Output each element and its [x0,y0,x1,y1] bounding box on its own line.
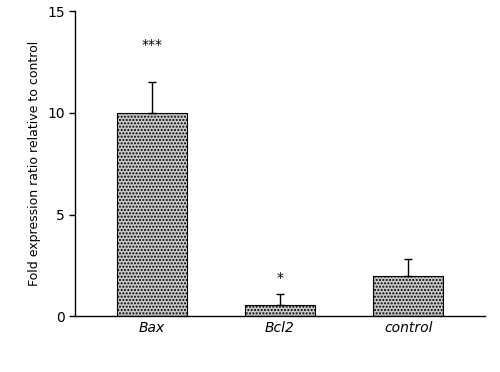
Bar [116,113,187,316]
Y-axis label: Fold expression ratio relative to control: Fold expression ratio relative to contro… [28,41,42,286]
Bar [373,276,444,316]
Bar [245,305,315,316]
Text: *: * [276,271,283,285]
Text: ***: *** [142,38,163,52]
